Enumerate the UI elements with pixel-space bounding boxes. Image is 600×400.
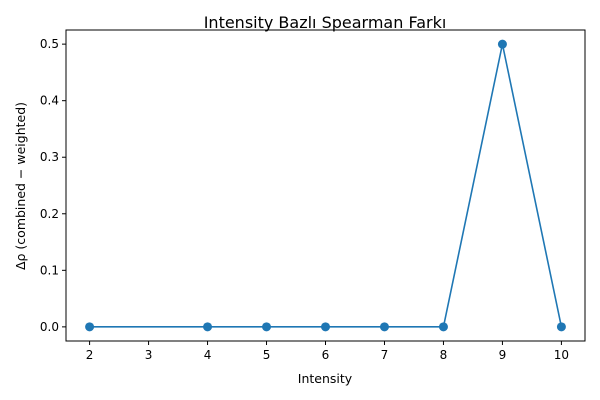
y-tick-label: 0.1 xyxy=(40,263,59,277)
y-tick-label: 0.4 xyxy=(40,94,59,108)
x-tick-label: 7 xyxy=(381,348,389,362)
data-point xyxy=(262,322,272,332)
x-tick-label: 6 xyxy=(322,348,330,362)
y-tick-label: 0.5 xyxy=(40,37,59,51)
data-point xyxy=(321,322,330,332)
y-tick-label: 0.0 xyxy=(40,320,59,334)
x-tick-label: 4 xyxy=(204,348,212,362)
y-tick-label: 0.2 xyxy=(40,207,59,221)
x-axis: 2 3 4 5 6 7 8 9 10 xyxy=(86,341,569,362)
x-tick-label: 2 xyxy=(86,348,94,362)
data-point xyxy=(438,322,448,332)
x-tick-label: 3 xyxy=(145,348,153,362)
data-point xyxy=(497,39,507,49)
y-tick-label: 0.3 xyxy=(40,150,59,164)
chart-title: Intensity Bazlı Spearman Farkı xyxy=(204,13,447,32)
x-tick-label: 8 xyxy=(440,348,448,362)
data-point xyxy=(556,322,566,332)
x-tick-label: 10 xyxy=(554,348,569,362)
x-axis-label: Intensity xyxy=(298,371,353,386)
data-point xyxy=(85,322,95,332)
data-point xyxy=(379,322,389,332)
series-group xyxy=(85,39,566,332)
series-line xyxy=(89,43,563,328)
y-axis: 0.0 0.1 0.2 0.3 0.4 0.5 xyxy=(40,37,66,334)
x-tick-label: 5 xyxy=(263,348,271,362)
y-axis-label: Δρ (combined − weighted) xyxy=(13,102,28,270)
x-tick-label: 9 xyxy=(499,348,507,362)
plot-frame xyxy=(65,29,586,342)
data-point xyxy=(203,322,213,332)
